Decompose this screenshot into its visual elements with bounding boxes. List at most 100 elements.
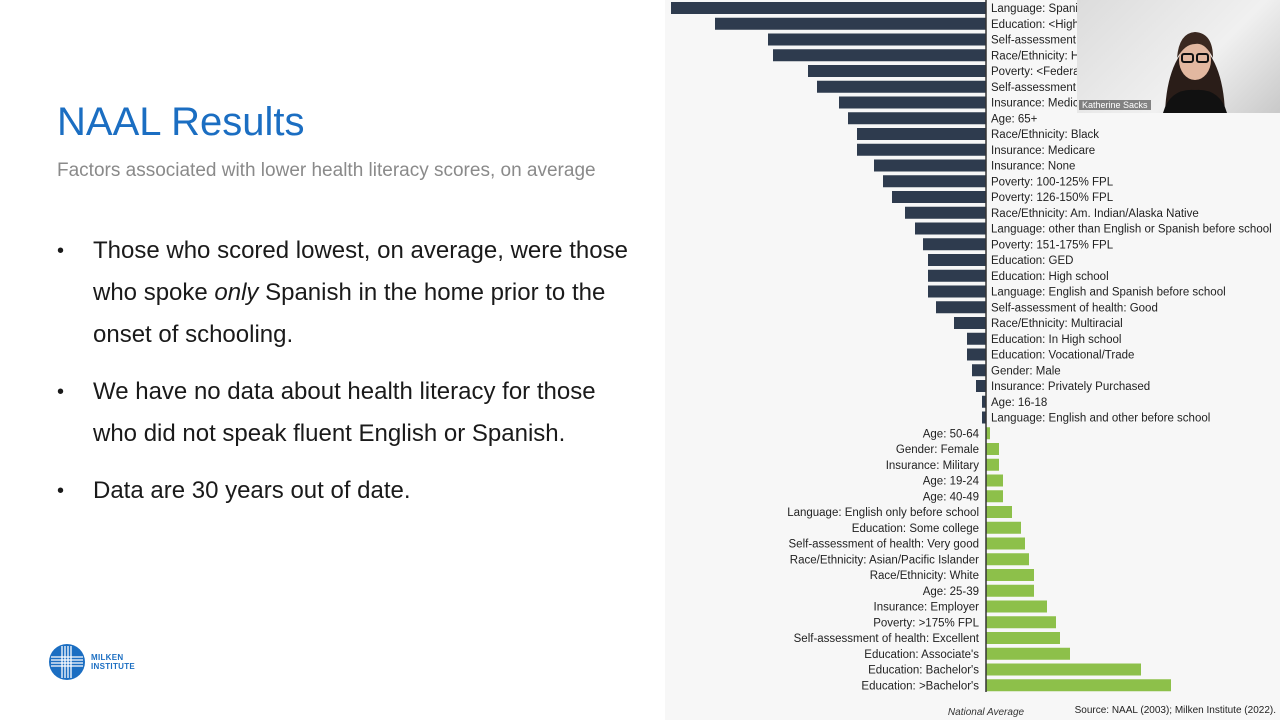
milken-logo-icon (49, 644, 85, 680)
bar (808, 65, 986, 77)
bar (986, 600, 1047, 613)
bullet-item: We have no data about health literacy fo… (57, 371, 637, 455)
bar-label: Language: English and other before schoo… (991, 413, 1210, 425)
bar-label: Poverty: >175% FPL (873, 617, 979, 629)
participant-name: Katherine Sacks (1079, 100, 1151, 110)
bar (986, 537, 1025, 550)
bar (967, 348, 986, 361)
bar-label: Insurance: Privately Purchased (991, 381, 1150, 393)
bar (986, 663, 1141, 676)
bar-label: Age: 19-24 (923, 476, 980, 488)
bar (967, 332, 986, 345)
bar-label: Race/Ethnicity: Asian/Pacific Islander (790, 554, 979, 566)
chart-panel: Language: Spanis Education: <High Self-ass… (665, 0, 1280, 720)
bar-label: Age: 50-64 (923, 428, 980, 440)
bar-label: Education: High school (991, 271, 1109, 283)
bar (982, 395, 986, 408)
bar (986, 569, 1034, 581)
bar-label: Education: In High school (991, 334, 1121, 346)
bar-label: Insurance: Medicare (991, 145, 1095, 157)
bar (928, 269, 986, 282)
bar-label: Language: English only before school (787, 507, 979, 519)
bar (986, 553, 1029, 566)
bar-label: Age: 16-18 (991, 397, 1047, 409)
bar (915, 222, 986, 235)
slide-text-panel: NAAL Results Factors associated with low… (0, 0, 665, 720)
participant-video-icon (1163, 32, 1227, 113)
bullet-item: Those who scored lowest, on average, wer… (57, 230, 637, 356)
bar (986, 474, 1003, 487)
bar-label: Poverty: <Federa (991, 66, 1080, 78)
bar-label: Education: >Bachelor's (861, 680, 979, 692)
bar (773, 49, 986, 62)
bar (839, 96, 986, 109)
bar (986, 632, 1060, 644)
bar (883, 175, 986, 188)
bar (905, 206, 986, 219)
bar (986, 506, 1012, 518)
bar-label: Race/Ethnicity: White (870, 570, 979, 582)
bar (768, 33, 986, 46)
slide-subtitle: Factors associated with lower health lit… (57, 160, 596, 181)
bar (817, 80, 986, 93)
bar-label: Insurance: None (991, 161, 1075, 173)
source-note: Source: NAAL (2003); Milken Institute (2… (1075, 705, 1276, 716)
bar-label: Education: Associate's (864, 649, 979, 661)
bar-label: Language: Spanis (991, 3, 1084, 15)
bar-label: Poverty: 126-150% FPL (991, 192, 1114, 204)
bar-label: Self-assessment (991, 35, 1077, 47)
bar (923, 238, 986, 251)
bar-label: Gender: Male (991, 365, 1061, 377)
bar-label: Education: Bachelor's (868, 665, 979, 677)
bar-label: Race/Ethnicity: Am. Indian/Alaska Native (991, 208, 1199, 220)
bar (936, 301, 986, 314)
bar (954, 317, 986, 329)
bar (857, 143, 986, 156)
bar-label: Self-assessment (991, 82, 1077, 94)
bar (715, 17, 986, 30)
bullet-list: Those who scored lowest, on average, wer… (57, 230, 637, 527)
bar (972, 364, 986, 377)
slide-title: NAAL Results (57, 100, 305, 144)
bar-label: Insurance: Military (886, 460, 980, 472)
bar (986, 521, 1021, 534)
bar-label: Race/Ethnicity: Multiracial (991, 318, 1123, 330)
bar-label: Language: English and Spanish before sch… (991, 287, 1226, 299)
bar (982, 411, 986, 424)
bar-label: Language: other than English or Spanish … (991, 224, 1272, 236)
bar-label: Age: 40-49 (923, 491, 979, 503)
bar (671, 2, 986, 14)
bar (892, 191, 986, 203)
bar (874, 159, 986, 172)
bar (986, 490, 1003, 503)
bar (848, 112, 986, 125)
bar (928, 254, 986, 266)
bar (986, 616, 1056, 629)
bar-label: Education: Some college (852, 523, 979, 535)
bar-label: Education: GED (991, 255, 1073, 267)
bar-label: Age: 25-39 (923, 586, 979, 598)
milken-logo: MILKEN INSTITUTE (48, 643, 135, 681)
bar (928, 285, 986, 298)
bar-label: Insurance: Medic (991, 98, 1079, 110)
bar-label: Race/Ethnicity: Black (991, 129, 1099, 141)
bar-label: Education: <High (991, 19, 1079, 31)
video-thumbnail[interactable]: Katherine Sacks (1077, 0, 1280, 113)
horizontal-bar-chart: Language: Spanis Education: <High Self-ass… (671, 0, 1276, 718)
bar-label: Age: 65+ (991, 113, 1038, 125)
bar-label: Self-assessment of health: Excellent (794, 633, 980, 645)
bar (986, 647, 1070, 660)
bar (857, 128, 986, 140)
bar (986, 458, 999, 471)
bar-label: Gender: Female (896, 444, 979, 456)
bar-label: Education: Vocational/Trade (991, 350, 1134, 362)
bar-label: Race/Ethnicity: H (991, 50, 1079, 62)
bar (986, 427, 990, 440)
bar (986, 443, 999, 455)
bar-label: Self-assessment of health: Very good (789, 539, 980, 551)
bar (986, 584, 1034, 597)
bar-label: Poverty: 151-175% FPL (991, 239, 1114, 251)
bar-label: Insurance: Employer (874, 602, 980, 614)
bar (986, 679, 1171, 692)
baseline-label: National Average (948, 707, 1025, 718)
